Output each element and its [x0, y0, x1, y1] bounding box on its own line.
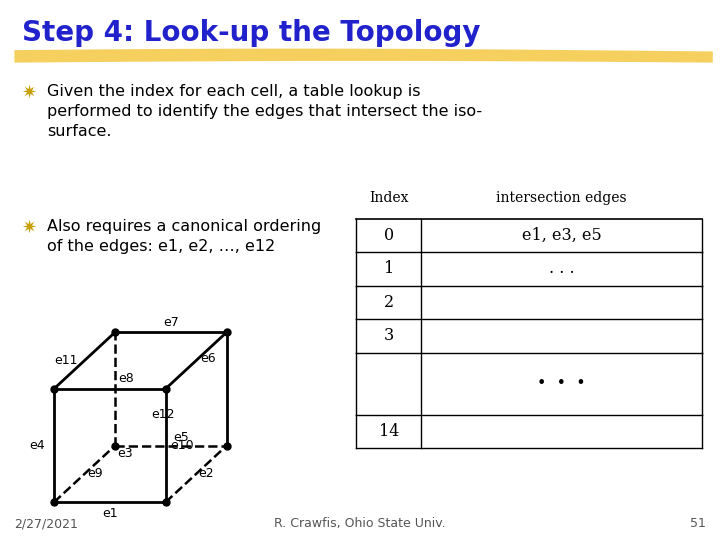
Text: Step 4: Look-up the Topology: Step 4: Look-up the Topology [22, 19, 480, 47]
Text: ✷: ✷ [22, 219, 37, 237]
Text: e6: e6 [200, 352, 216, 365]
Text: e7: e7 [163, 316, 179, 329]
Text: R. Crawfis, Ohio State Univ.: R. Crawfis, Ohio State Univ. [274, 517, 446, 530]
Text: ✷: ✷ [22, 84, 37, 102]
Text: Given the index for each cell, a table lookup is
performed to identify the edges: Given the index for each cell, a table l… [47, 84, 482, 139]
Text: 1: 1 [384, 260, 394, 278]
Text: 3: 3 [384, 327, 394, 345]
Text: e1, e3, e5: e1, e3, e5 [522, 227, 601, 244]
Text: e8: e8 [118, 372, 133, 384]
Text: Also requires a canonical ordering
of the edges: e1, e2, …, e12: Also requires a canonical ordering of th… [47, 219, 321, 254]
Text: e3: e3 [117, 448, 132, 461]
Text: e10: e10 [170, 439, 194, 452]
Text: 14: 14 [379, 423, 399, 440]
Text: intersection edges: intersection edges [496, 191, 627, 205]
Text: 2: 2 [384, 294, 394, 311]
Text: e1: e1 [102, 508, 117, 521]
Text: e12: e12 [151, 408, 175, 421]
Text: e11: e11 [54, 354, 78, 367]
Text: Index: Index [369, 191, 408, 205]
Text: e4: e4 [30, 439, 45, 452]
Text: 2/27/2021: 2/27/2021 [14, 517, 78, 530]
Text: . . .: . . . [549, 260, 575, 278]
Polygon shape [14, 49, 713, 63]
Text: e2: e2 [198, 467, 214, 481]
Text: e9: e9 [87, 467, 103, 481]
Text: e5: e5 [174, 430, 189, 443]
Text: •  •  •: • • • [537, 375, 586, 392]
Text: 0: 0 [384, 227, 394, 244]
Text: 51: 51 [690, 517, 706, 530]
